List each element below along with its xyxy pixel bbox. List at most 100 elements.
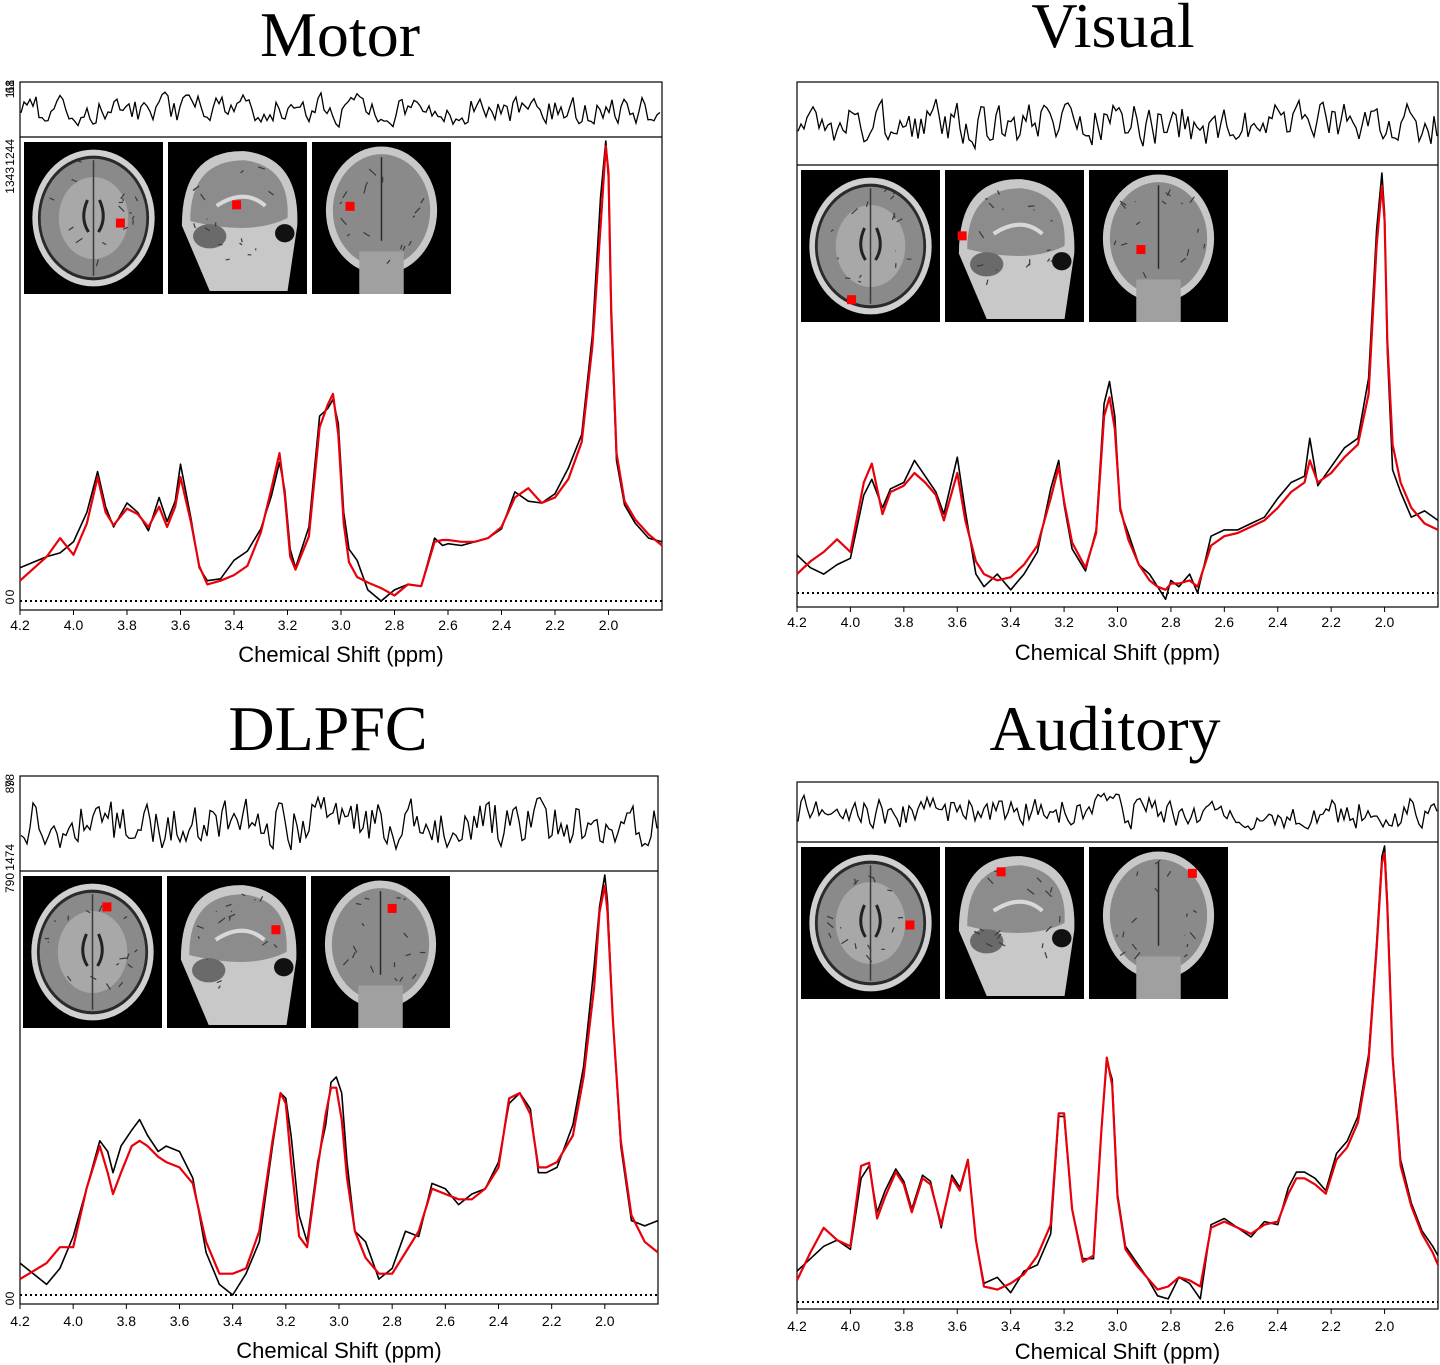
y-tick-label-zero: 0 (3, 1298, 17, 1305)
mri-sagittal-image (945, 847, 1084, 999)
sulcus (1047, 258, 1051, 263)
sulcus (134, 949, 138, 953)
sulcus (1186, 944, 1189, 948)
residual-tick-label: 89 (3, 780, 17, 794)
voxel-marker (345, 201, 355, 211)
sulcus (116, 962, 120, 966)
sulcus (985, 942, 993, 948)
mri-coronal-image (311, 876, 450, 1028)
plot-frame (19, 775, 659, 1305)
chart-title: DLPFC (228, 693, 427, 764)
sulcus (1161, 200, 1167, 205)
sulcus (49, 197, 55, 201)
sulcus (1189, 932, 1197, 940)
voxel-marker (996, 867, 1006, 877)
sulcus (1134, 200, 1136, 203)
sulcus (123, 916, 128, 920)
residual-tick-label: 68 (3, 80, 17, 94)
sulcus (868, 875, 874, 879)
cerebellum (192, 958, 226, 983)
panel-dlpfc: DLPFC 78 790 0 4.2 4.0 3.8 3.6 3.4 3.2 3.0 2.8 2.6 2.… (3, 693, 659, 1363)
sulcus (400, 244, 403, 250)
x-tick-label: 2.4 (489, 1313, 509, 1329)
plot-frame (796, 81, 1439, 608)
residual-line (20, 795, 658, 852)
voxel-marker (102, 902, 112, 912)
x-tick-label: 2.0 (599, 617, 619, 633)
sulcus (95, 259, 99, 267)
voxel-marker (1136, 245, 1146, 255)
x-axis-label: Chemical Shift (ppm) (1015, 1339, 1220, 1364)
y-tick-label-zero: 0 (3, 597, 17, 604)
x-tick-label: 2.8 (382, 1313, 402, 1329)
mri-sagittal-image (167, 876, 306, 1028)
sulcus (363, 231, 371, 237)
x-axis-label: Chemical Shift (ppm) (238, 642, 443, 667)
sulcus (228, 916, 231, 921)
sulcus (342, 959, 349, 966)
x-tick-label: 2.4 (1268, 1318, 1288, 1334)
sulcus (858, 280, 862, 283)
voxel-marker (387, 903, 397, 913)
chart-title: Visual (1031, 0, 1194, 61)
voxel-marker (271, 925, 281, 935)
sulcus (217, 985, 221, 989)
measured-spectrum-line (19, 874, 659, 1296)
sulcus (228, 913, 236, 918)
sulcus (239, 242, 243, 246)
sulcus (1186, 248, 1190, 256)
x-tick-label: 3.0 (329, 1313, 349, 1329)
sulcus (1046, 249, 1051, 252)
voxel-marker (905, 920, 915, 930)
x-tick-label: 3.2 (1054, 1318, 1074, 1334)
sulcus (865, 201, 869, 208)
sulcus (403, 898, 406, 901)
x-tick-label: 2.0 (1375, 614, 1395, 630)
x-tick-label: 4.2 (10, 1313, 30, 1329)
voxel-marker (115, 218, 125, 228)
sulcus (1134, 951, 1141, 960)
sulcus (1036, 877, 1042, 883)
x-tick-label: 3.6 (171, 617, 191, 633)
x-tick-label: 2.8 (1161, 614, 1181, 630)
x-tick-label: 2.2 (1321, 614, 1341, 630)
sulcus (216, 980, 222, 984)
sulcus (973, 930, 981, 935)
sulcus (402, 245, 406, 251)
sulcus (1136, 871, 1139, 876)
sulcus (976, 264, 984, 267)
sulcus (355, 902, 362, 906)
sulcus (851, 208, 858, 215)
sulcus (1045, 890, 1053, 898)
sulcus (1049, 887, 1053, 893)
sulcus (854, 943, 857, 950)
voxel-marker (232, 200, 242, 210)
sulcus (867, 944, 872, 951)
sulcus (403, 932, 409, 938)
orbit (1052, 252, 1072, 271)
residual-line (797, 97, 1438, 151)
neck (359, 251, 404, 294)
sulcus (890, 195, 895, 200)
sulcus (75, 237, 83, 244)
voxel-marker (957, 231, 967, 241)
sulcus (361, 923, 365, 927)
sulcus (841, 938, 849, 945)
sulcus (118, 205, 125, 213)
sulcus (225, 903, 232, 907)
sulcus (1192, 910, 1198, 914)
x-tick-label: 2.6 (436, 1313, 456, 1329)
x-axis-label: Chemical Shift (ppm) (1015, 640, 1220, 665)
sulcus (988, 202, 995, 209)
x-tick-label: 2.2 (542, 1313, 562, 1329)
y-tick-label-max: 1343 (3, 167, 17, 194)
sulcus (127, 963, 133, 969)
x-tick-label: 3.4 (224, 617, 244, 633)
sulcus (826, 915, 834, 920)
x-tick-label: 2.4 (492, 617, 512, 633)
x-tick-label: 2.6 (1215, 1318, 1235, 1334)
x-tick-label: 3.2 (278, 617, 298, 633)
sulcus (1181, 202, 1184, 205)
sulcus (196, 925, 204, 930)
x-tick-label: 4.0 (64, 617, 84, 633)
